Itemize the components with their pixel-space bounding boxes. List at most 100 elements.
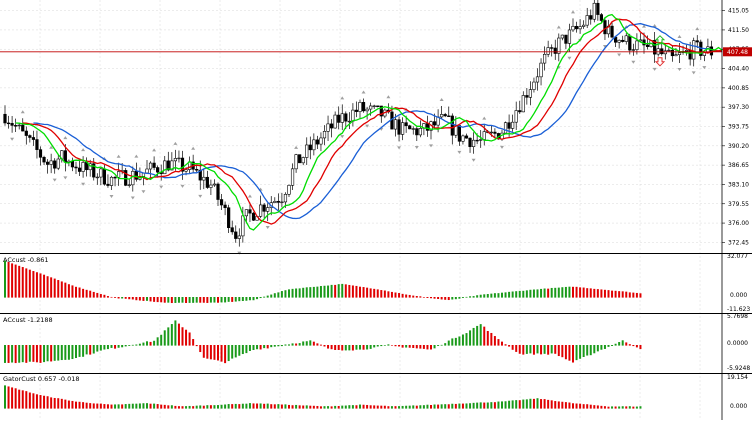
candle (557, 33, 561, 62)
candle (163, 155, 167, 175)
price-axis[interactable]: 415.05411.50407.95404.40400.85397.30393.… (721, 0, 752, 420)
gator-axis-max: 19.154 (727, 374, 748, 381)
candle (635, 33, 639, 55)
price-tick-label: 386.65 (728, 162, 749, 169)
candle (276, 193, 280, 212)
ac-indicator-pane[interactable]: ACcust -0.861 32.077 0.000 -11.623 (3, 253, 750, 313)
candle (617, 39, 621, 49)
fractal-arrow-icon (482, 116, 487, 120)
candle (134, 162, 138, 182)
candle (418, 120, 422, 138)
price-chart-pane[interactable] (0, 0, 723, 255)
candle (333, 111, 337, 129)
ao-indicator-pane[interactable]: ACcust -1.2188 5.7698 0.0000 -5.9248 (3, 313, 750, 372)
candle (479, 130, 483, 148)
price-tick-label: 393.75 (728, 124, 749, 131)
fractal-arrow-icon (457, 150, 462, 154)
fractal-arrow-icon (152, 148, 157, 152)
fractal-arrow-icon (642, 24, 646, 28)
candle (546, 40, 550, 58)
candle (340, 104, 344, 131)
candle (109, 175, 114, 191)
candle (574, 21, 579, 33)
candle (45, 159, 50, 174)
candle (180, 150, 185, 180)
candle (308, 136, 312, 160)
fractal-arrow-icon (631, 60, 636, 64)
candle (77, 159, 82, 176)
ao-axis-min: -5.9248 (727, 365, 750, 372)
candle (188, 156, 192, 173)
candle (376, 105, 380, 108)
candle (567, 23, 572, 52)
candle (624, 33, 628, 45)
fractal-arrow-icon (10, 137, 15, 141)
fractal-arrow-icon (247, 194, 252, 198)
candle (124, 167, 128, 187)
candle (621, 35, 625, 43)
candle (88, 159, 92, 177)
candle (177, 150, 181, 163)
price-tick-label: 415.05 (728, 8, 749, 15)
fractal-arrow-icon (109, 195, 114, 199)
candle (525, 88, 529, 105)
candle (571, 18, 575, 32)
candle (248, 202, 252, 222)
candle (535, 68, 540, 91)
candle (468, 137, 472, 153)
fractal-arrow-icon (361, 90, 366, 94)
candle (294, 153, 298, 173)
candle (10, 116, 14, 133)
candle (528, 81, 532, 106)
candle (319, 132, 323, 152)
candle (312, 133, 316, 156)
fractal-arrow-icon (556, 25, 561, 29)
candle (322, 125, 327, 146)
candle (301, 156, 305, 166)
ao-histogram (4, 320, 642, 364)
candle (152, 156, 156, 171)
candle (113, 175, 117, 187)
green-up-arrow-icon (654, 35, 666, 45)
fractal-arrow-icon (49, 145, 54, 149)
fractal-arrow-icon (294, 145, 299, 149)
fractal-arrow-icon (365, 124, 370, 128)
candle (209, 179, 213, 196)
fractal-arrow-icon (429, 144, 433, 148)
candle (653, 31, 657, 63)
candle (305, 137, 309, 165)
ac-axis-zero: 0.000 (730, 292, 747, 299)
candle (422, 123, 426, 136)
candle (589, 9, 593, 25)
candle (42, 155, 46, 165)
candle (429, 120, 433, 140)
candle (354, 101, 359, 118)
candle (195, 165, 199, 173)
candle (347, 112, 351, 130)
candle (450, 113, 454, 145)
fractal-arrow-icon (141, 190, 146, 194)
candle (560, 34, 564, 41)
candle (344, 111, 348, 129)
candle (56, 154, 60, 171)
candle (400, 117, 405, 141)
candle (298, 154, 302, 164)
candle (156, 165, 160, 178)
gator-indicator-pane[interactable]: GatorCust 0.657 -0.018 19.154 0.000 (3, 374, 748, 410)
candle (447, 106, 451, 117)
price-tick-label: 411.50 (728, 27, 749, 34)
candle (49, 153, 53, 174)
fractal-arrow-icon (702, 66, 707, 70)
candle (684, 44, 689, 56)
candle (503, 121, 508, 134)
ma-slow-line (33, 22, 723, 220)
candle (358, 99, 362, 119)
candle (411, 126, 415, 135)
fractal-arrow-icon (652, 23, 657, 27)
candle (425, 115, 430, 137)
fractal-arrow-icon (340, 96, 345, 100)
candle (141, 172, 146, 186)
candle (223, 201, 227, 216)
